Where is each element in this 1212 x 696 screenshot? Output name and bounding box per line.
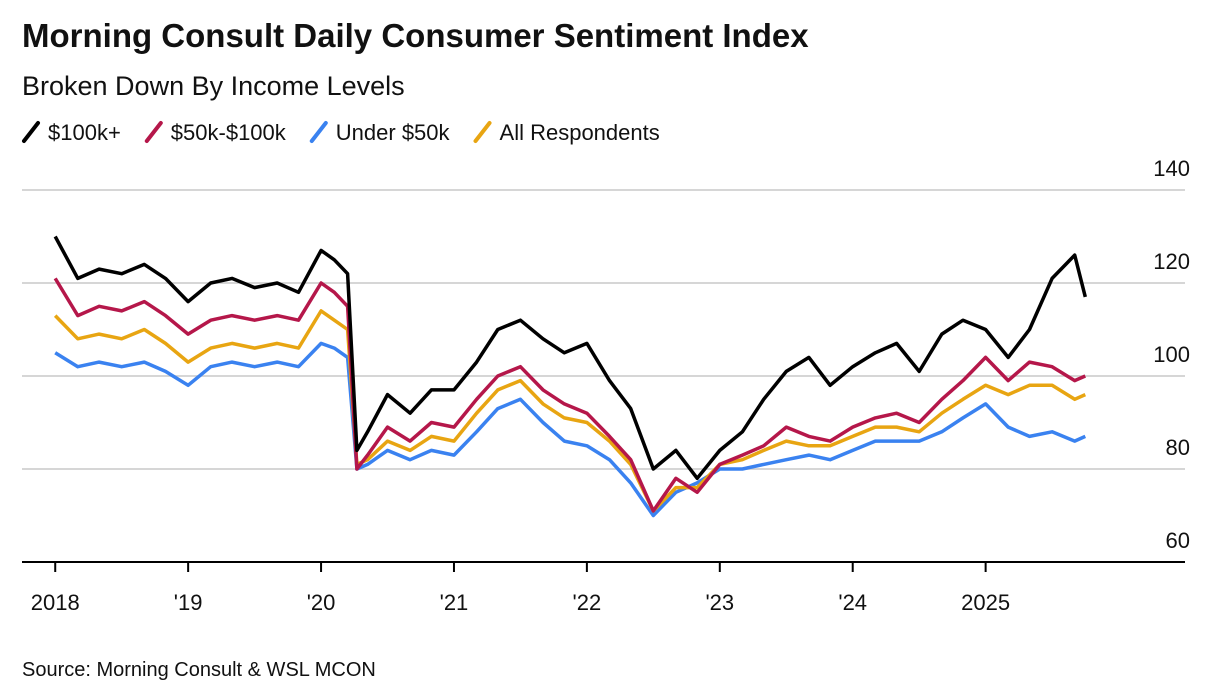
series-line <box>53 309 1087 513</box>
series-line <box>53 235 1087 481</box>
y-tick-label: 140 <box>1153 156 1190 181</box>
legend-swatch <box>309 121 328 143</box>
chart-subtitle: Broken Down By Income Levels <box>22 71 405 101</box>
x-tick-label: '24 <box>838 590 867 615</box>
y-tick-label: 100 <box>1153 342 1190 367</box>
x-tick-label: '20 <box>307 590 336 615</box>
y-tick-label: 120 <box>1153 249 1190 274</box>
legend-swatch <box>22 121 40 143</box>
series-line <box>54 341 1087 518</box>
axis: 60 80 100 120 140 2018 '19 '20 '21 '22 '23 '24 2025 <box>31 156 1190 615</box>
chart-title: Morning Consult Daily Consumer Sentiment… <box>22 17 809 54</box>
legend-label: Under $50k <box>336 120 451 145</box>
legend: $100k+ $50k-$100k Under $50k All Respondent… <box>22 120 660 145</box>
legend-label: $100k+ <box>48 120 121 145</box>
legend-label: $50k-$100k <box>171 120 287 145</box>
source-note: Source: Morning Consult & WSL MCON <box>22 659 376 681</box>
legend-swatch <box>473 121 492 143</box>
legend-label: All Respondents <box>500 120 660 145</box>
x-tick-label: '21 <box>440 590 469 615</box>
x-tick-label: '23 <box>705 590 734 615</box>
x-tick-label: '19 <box>174 590 203 615</box>
y-tick-label: 60 <box>1166 528 1190 553</box>
x-tick-label: '22 <box>573 590 602 615</box>
grid <box>22 189 1185 563</box>
x-tick-label: 2018 <box>31 590 80 615</box>
series-line <box>53 277 1086 513</box>
y-tick-label: 80 <box>1166 435 1190 460</box>
x-tick-label: 2025 <box>961 590 1010 615</box>
legend-swatch <box>144 121 163 143</box>
lines <box>53 235 1087 518</box>
